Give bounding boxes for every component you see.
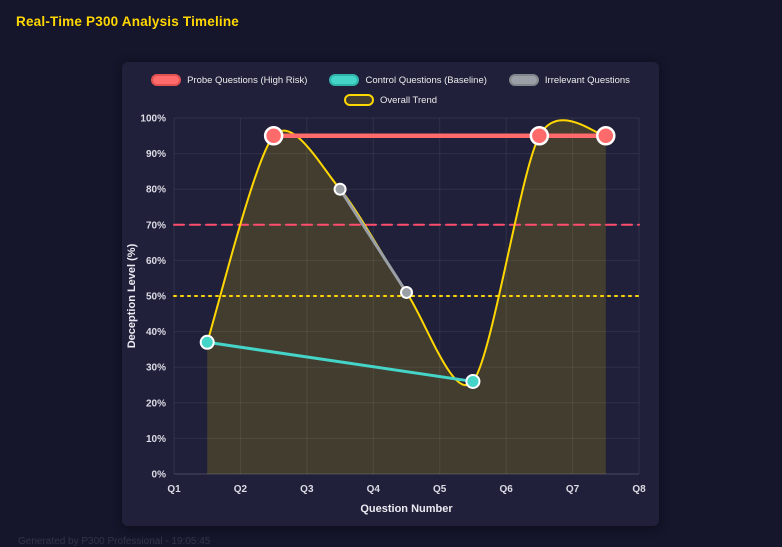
- legend-row-1: Probe Questions (High Risk) Control Quest…: [122, 70, 659, 90]
- data-point-irrelevant-questions[interactable]: [333, 182, 347, 196]
- legend-swatch: [508, 74, 539, 86]
- chart-legend: Probe Questions (High Risk) Control Quest…: [122, 62, 659, 110]
- data-point-irrelevant-questions[interactable]: [400, 285, 413, 299]
- legend-label: Overall Trend: [379, 94, 438, 106]
- legend-swatch: [343, 94, 374, 106]
- x-tick-label: Q2: [234, 484, 248, 495]
- legend-item-control-questions-baseline[interactable]: Control Questions (Baseline): [329, 74, 487, 86]
- data-point-probe-questions-high-risk[interactable]: [596, 126, 616, 146]
- footer-note: Generated by P300 Professional - 19:05:4…: [18, 536, 211, 547]
- legend-item-overall-trend[interactable]: Overall Trend: [343, 94, 438, 106]
- y-tick-label: 100%: [140, 114, 166, 125]
- y-tick-label: 40%: [146, 327, 166, 338]
- series-line-control-questions-baseline: [205, 340, 475, 383]
- data-point-probe-questions-high-risk[interactable]: [529, 126, 550, 146]
- x-tick-label: Q7: [566, 484, 580, 495]
- y-tick-label: 0%: [152, 470, 167, 481]
- data-point-control-questions-baseline[interactable]: [465, 373, 481, 389]
- legend-row-2: Overall Trend: [122, 90, 659, 110]
- chart-plot: 0% 10% 20% 30% 40% 50% 60% 70% 80% 90% 100% Q1 Q2 Q3 Q…: [126, 114, 646, 516]
- legend-label: Control Questions (Baseline): [365, 74, 487, 86]
- data-point-probe-questions-high-risk[interactable]: [263, 126, 284, 146]
- legend-label: Irrelevant Questions: [544, 74, 630, 86]
- axis-layer: 0% 10% 20% 30% 40% 50% 60% 70% 80% 90% 100% Q1 Q2 Q3 Q…: [140, 114, 646, 496]
- data-point-control-questions-baseline[interactable]: [199, 334, 215, 350]
- legend-label: Probe Questions (High Risk): [187, 74, 308, 86]
- y-tick-label: 10%: [146, 434, 166, 445]
- legend-swatch: [329, 74, 360, 86]
- marker-layer: [199, 126, 616, 389]
- legend-item-irrelevant-questions[interactable]: Irrelevant Questions: [508, 74, 630, 86]
- y-tick-label: 20%: [146, 398, 166, 409]
- x-tick-label: Q3: [300, 484, 314, 495]
- y-tick-label: 70%: [146, 220, 166, 231]
- y-tick-label: 90%: [146, 149, 166, 160]
- y-tick-label: 30%: [146, 363, 166, 374]
- chart-panel: Probe Questions (High Risk) Control Quest…: [122, 62, 659, 526]
- x-tick-label: Q6: [499, 484, 513, 495]
- series-line-irrelevant-questions: [338, 187, 408, 294]
- page-title: Real-Time P300 Analysis Timeline: [16, 14, 240, 29]
- x-tick-label: Q5: [433, 484, 447, 495]
- x-tick-label: Q4: [367, 484, 381, 495]
- y-axis-label: Deception Level (%): [126, 243, 138, 348]
- x-axis-label: Question Number: [360, 503, 453, 515]
- y-tick-label: 80%: [146, 185, 166, 196]
- y-tick-label: 60%: [146, 256, 166, 267]
- x-tick-label: Q1: [167, 484, 181, 495]
- legend-item-probe-questions-high-risk[interactable]: Probe Questions (High Risk): [151, 74, 307, 86]
- y-tick-label: 50%: [146, 292, 166, 303]
- legend-swatch: [151, 74, 182, 86]
- x-tick-label: Q8: [632, 484, 646, 495]
